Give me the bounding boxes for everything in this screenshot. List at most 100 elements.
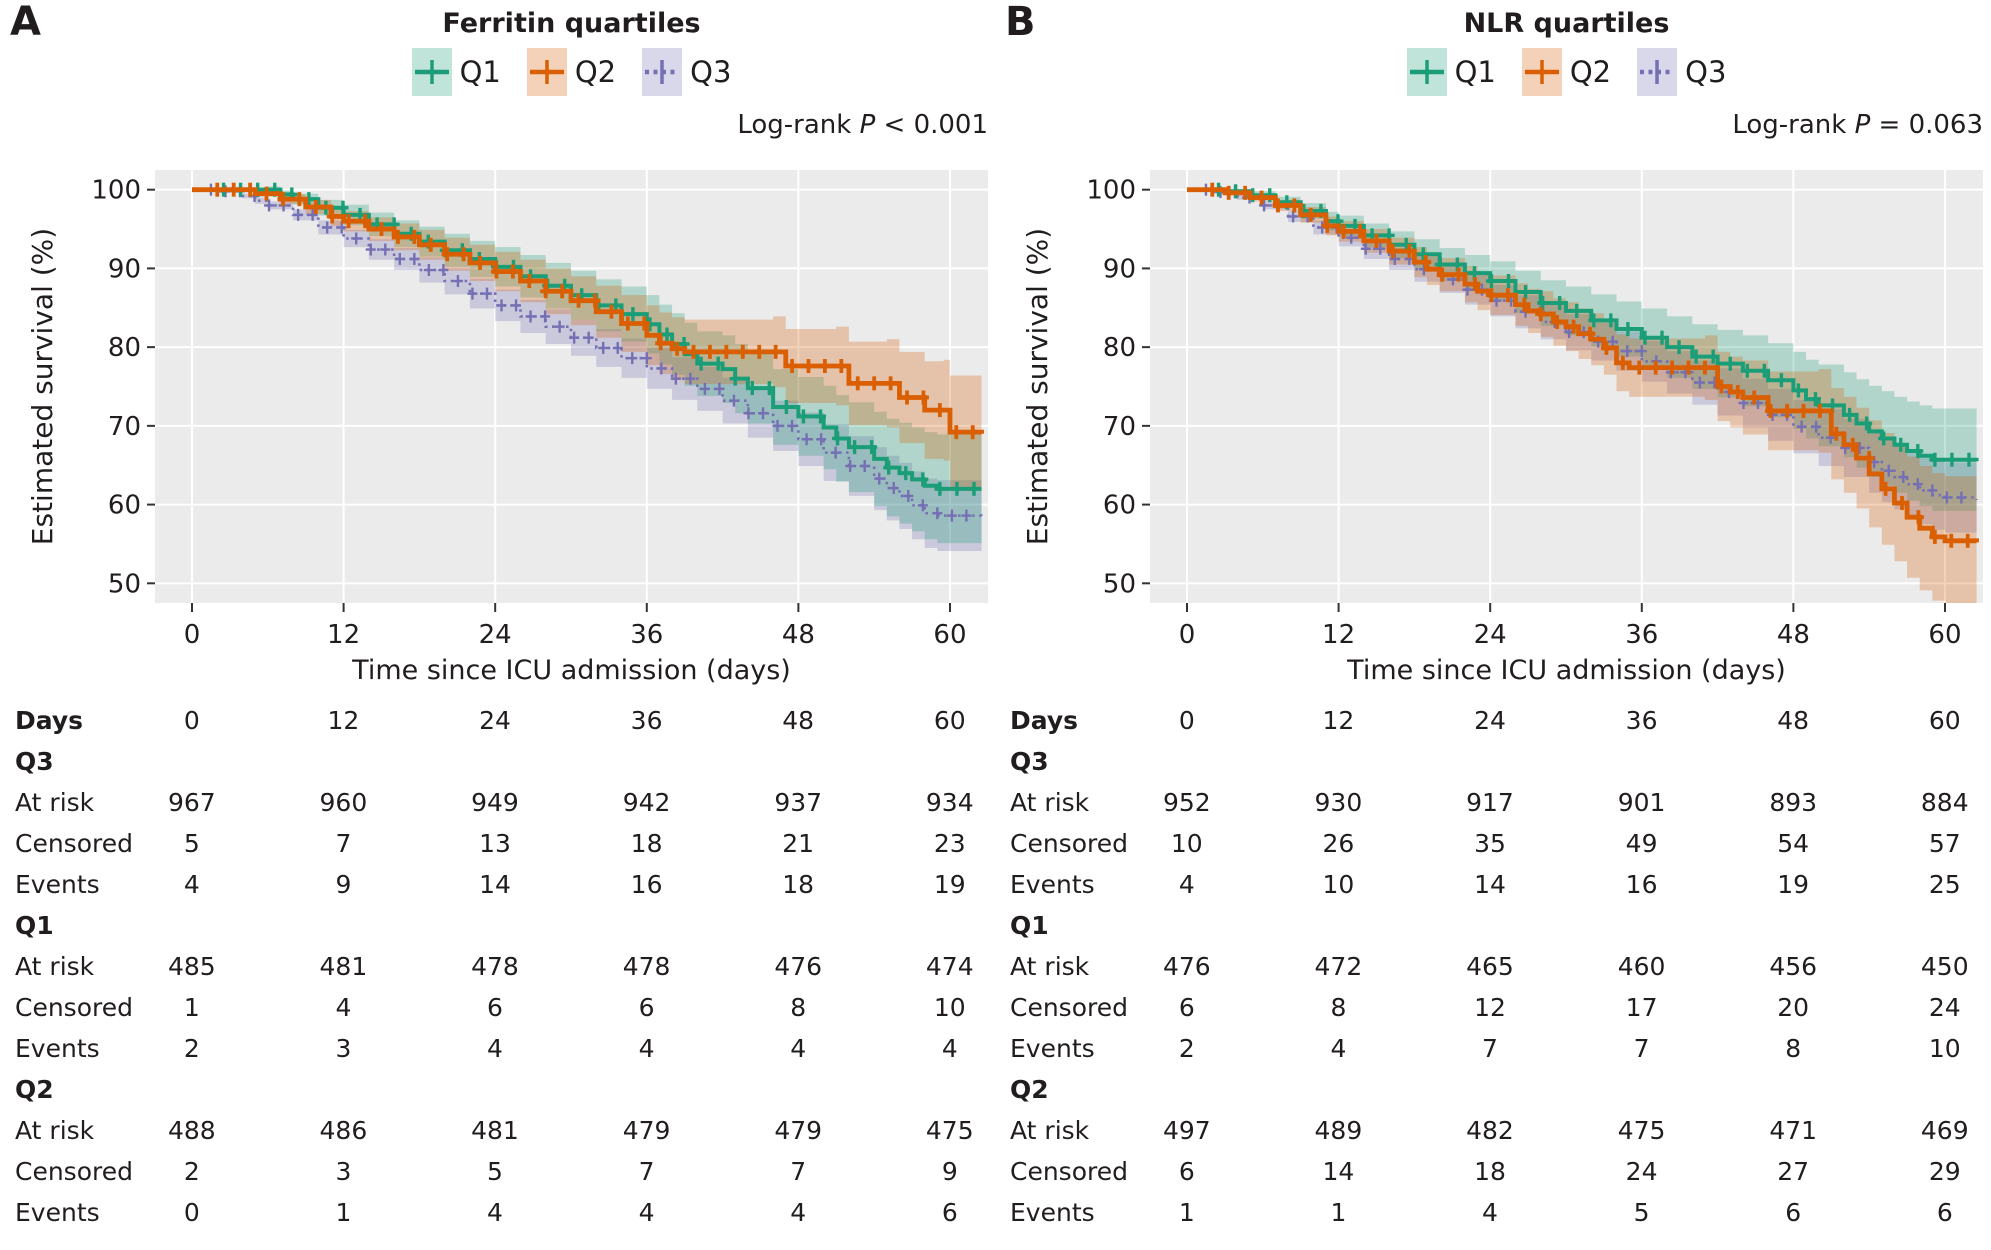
risk-table-spacer — [419, 741, 571, 782]
risk-table-value: 18 — [630, 829, 663, 858]
ci-band-q3 — [192, 188, 982, 553]
risk-table-value: 478 — [471, 952, 519, 981]
risk-table-value: 460 — [1617, 952, 1666, 981]
logrank-prefix: Log-rank — [737, 110, 860, 140]
risk-table-value: 4 — [183, 870, 200, 899]
risk-table-row-label: Events — [1010, 870, 1095, 899]
y-tick-label: 50 — [1103, 569, 1136, 599]
risk-table-value: 24 — [1928, 993, 1961, 1022]
y-axis-label: Estimated survival (%) — [1021, 228, 1054, 545]
legend-item-q2: Q2 — [1521, 48, 1611, 96]
risk-table-value: 10 — [1322, 870, 1355, 899]
ci-band-q2 — [1187, 188, 1977, 603]
x-tick-label: 60 — [1928, 620, 1961, 650]
risk-table-row-label: At risk — [15, 788, 95, 817]
risk-table-day-value: 36 — [630, 706, 663, 735]
legend-key-q1-icon — [411, 48, 452, 96]
risk-table-value: 6 — [1936, 1198, 1953, 1227]
ci-band-q3 — [1187, 188, 1977, 536]
risk-table-value: 6 — [1178, 1157, 1195, 1186]
y-tick-label: 60 — [108, 491, 141, 521]
risk-table-value: 6 — [1785, 1198, 1802, 1227]
risk-table-value: 486 — [319, 1116, 368, 1145]
risk-table-group-label-q3: Q3 — [1010, 747, 1049, 776]
logrank-annotation-a: Log-rank P < 0.001 — [155, 110, 988, 140]
legend-key-q2-icon — [1521, 48, 1562, 96]
legend-key-q1-icon — [1406, 48, 1447, 96]
risk-table-day-value: 12 — [1322, 706, 1355, 735]
risk-table-value: 472 — [1314, 952, 1363, 981]
risk-table-value: 7 — [335, 829, 352, 858]
survival-curve-q3 — [192, 188, 983, 517]
y-tick-label: 100 — [91, 176, 141, 206]
legend-a: Q1 Q2 Q3 — [155, 48, 988, 96]
x-tick-label: 12 — [327, 620, 360, 650]
risk-table-value: 7 — [1633, 1034, 1650, 1063]
x-tick-label: 36 — [1625, 620, 1658, 650]
risk-table-value: 17 — [1625, 993, 1658, 1022]
risk-table-value: 23 — [933, 829, 966, 858]
logrank-p-symbol: P — [859, 110, 876, 140]
chart-title-b: NLR quartiles — [1463, 8, 1670, 39]
risk-table-value: 14 — [479, 870, 511, 899]
risk-table-spacer — [1111, 741, 1263, 782]
risk-table-value: 13 — [479, 829, 511, 858]
x-tick-label: 0 — [184, 620, 201, 650]
risk-table-value: 456 — [1769, 952, 1818, 981]
survival-chart-a: 0 12 24 36 48 60 50 60 70 80 90 100 Estimated surviv… — [26, 170, 988, 650]
risk-table-value: 937 — [774, 788, 823, 817]
risk-table-row-label: Events — [15, 870, 100, 899]
risk-table-row-label: Events — [15, 1034, 100, 1063]
risk-table-spacer — [116, 741, 268, 782]
risk-table-value: 1 — [335, 1198, 352, 1227]
risk-table-value: 884 — [1920, 788, 1969, 817]
risk-table-value: 4 — [1482, 1198, 1498, 1227]
risk-table-day-value: 12 — [327, 706, 360, 735]
risk-table-row-label: At risk — [1010, 1116, 1090, 1145]
risk-table-value: 7 — [790, 1157, 807, 1186]
risk-table-row-label: Events — [1010, 1034, 1095, 1063]
y-tick-label: 90 — [1103, 254, 1136, 284]
risk-table-row-label: Censored — [1010, 829, 1128, 858]
risk-table-spacer — [1566, 905, 1718, 946]
risk-table-day-value: 48 — [1777, 706, 1810, 735]
risk-table-value: 4 — [941, 1034, 958, 1063]
risk-table-spacer — [722, 741, 874, 782]
risk-table-value: 54 — [1777, 829, 1810, 858]
risk-table-spacer — [571, 741, 723, 782]
risk-table-spacer — [722, 905, 874, 946]
risk-table-value: 4 — [638, 1034, 655, 1063]
risk-table-value: 8 — [790, 993, 807, 1022]
risk-table-group-label-q2: Q2 — [1010, 1075, 1049, 1104]
risk-table-value: 27 — [1777, 1157, 1810, 1186]
panel-b: B NLR quartiles Q1 Q2 Q3 Log-rank P = 0.06… — [995, 0, 1990, 1250]
risk-table-day-value: 60 — [1928, 706, 1961, 735]
risk-table-spacer — [1869, 905, 1991, 946]
risk-table-value: 934 — [925, 788, 974, 817]
y-tick-label: 60 — [1103, 491, 1136, 521]
risk-table-value: 952 — [1162, 788, 1211, 817]
risk-table-value: 7 — [638, 1157, 655, 1186]
logrank-value: = 0.063 — [1870, 110, 1984, 140]
risk-table-value: 6 — [941, 1198, 958, 1227]
risk-table-value: 2 — [1178, 1034, 1195, 1063]
risk-table-row-label: At risk — [1010, 788, 1090, 817]
risk-table-day-value: 24 — [1474, 706, 1506, 735]
risk-table-value: 0 — [183, 1198, 200, 1227]
series-layer — [192, 182, 984, 553]
risk-table-value: 2 — [183, 1034, 200, 1063]
risk-table-value: 479 — [622, 1116, 671, 1145]
risk-table-value: 469 — [1920, 1116, 1969, 1145]
risk-table-value: 4 — [1178, 870, 1195, 899]
gridlines — [1150, 170, 1983, 603]
risk-table-group-label-q1: Q1 — [15, 911, 54, 940]
risk-table-value: 24 — [1625, 1157, 1658, 1186]
legend-item-q1: Q1 — [1406, 48, 1496, 96]
risk-table-value: 479 — [774, 1116, 823, 1145]
risk-table-spacer — [1717, 741, 1869, 782]
legend-label-q2: Q2 — [574, 55, 617, 89]
risk-table-row-label: Censored — [1010, 1157, 1128, 1186]
risk-table-spacer — [1717, 905, 1869, 946]
risk-table-value: 20 — [1777, 993, 1810, 1022]
x-axis-label-a: Time since ICU admission (days) — [352, 655, 791, 686]
